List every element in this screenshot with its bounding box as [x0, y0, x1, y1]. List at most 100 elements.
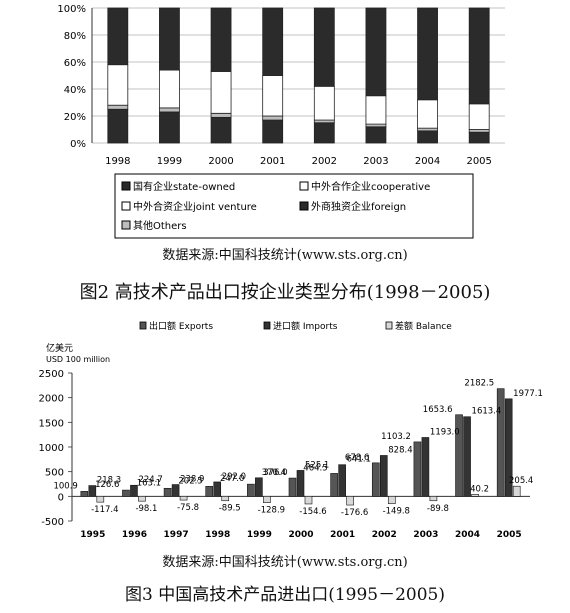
fig2-bar-segment	[262, 75, 284, 117]
fig2-legend: 国有企业state-owned 中外合作企业cooperative 中外合资企业jo…	[121, 180, 430, 232]
fig3-data-label: 224.7	[138, 475, 162, 485]
fig3-data-label: 1193.0	[430, 427, 460, 437]
fig3-bar	[130, 484, 138, 497]
fig3-data-label: 376.0	[263, 468, 287, 478]
fig2-bar-segment	[365, 7, 387, 97]
fig2-x-label: 2003	[363, 156, 388, 167]
fig3-data-label: 678.6	[345, 453, 369, 463]
fig2-bar-segment	[313, 85, 335, 121]
fig3-bar	[371, 462, 380, 497]
fig3-source: 数据来源:中国科技统计(www.sts.org.cn)	[162, 555, 408, 570]
fig3-x-label: 1995	[80, 530, 105, 540]
fig2-bar-segment	[210, 7, 232, 72]
fig3-data-label: -98.1	[135, 504, 157, 514]
fig2-legend-swatch	[121, 220, 131, 230]
fig2-bar-segment	[159, 7, 180, 71]
fig3-data-label: 40.2	[470, 484, 489, 494]
fig3-data-label: 525.1	[305, 460, 329, 470]
fig3-bar	[429, 496, 438, 502]
fig3-bar	[255, 477, 263, 497]
fig2-bar-segment	[107, 104, 129, 110]
fig2-legend-label: 中外合资企业joint venture	[133, 200, 257, 213]
fig3-data-label: -128.9	[258, 506, 285, 516]
fig3-bar	[122, 489, 130, 497]
fig3-bar	[80, 491, 89, 497]
fig3-x-label: 2002	[372, 530, 397, 540]
fig3-bar	[304, 496, 313, 505]
fig3-legend-swatch	[139, 321, 147, 330]
fig2-bar-segment	[468, 103, 490, 130]
fig2-x-label: 2004	[415, 156, 440, 167]
fig3-bar	[96, 496, 105, 503]
fig3-data-label: 1103.2	[381, 432, 411, 442]
fig3-data-label: 205.4	[509, 476, 533, 486]
fig2-bar-segment	[313, 7, 335, 87]
fig2-y-tick-label: 0%	[70, 139, 86, 150]
fig2-bar-segment	[210, 116, 232, 144]
fig3-bar	[88, 485, 97, 497]
fig3-x-label: 2000	[288, 530, 313, 540]
fig2-source: 数据来源:中国科技统计(www.sts.org.cn)	[162, 248, 408, 263]
fig2-bar-segment	[107, 64, 129, 106]
fig3-legend-label: 出口额 Exports	[149, 320, 213, 332]
fig3-bar	[455, 414, 463, 497]
fig2-bar-segment	[417, 99, 438, 129]
fig2-caption: 图2 高技术产品出口按企业类型分布(1998－2005)	[79, 282, 491, 303]
fig3-y-tick-label: 2500	[39, 369, 64, 380]
fig3-y-tick-label: 2000	[39, 394, 64, 405]
fig2-x-label: 1998	[105, 156, 130, 167]
fig3-data-label: 247.0	[220, 474, 244, 484]
fig3-x-label: 1997	[164, 530, 189, 540]
fig2-bar-segment	[107, 7, 129, 66]
fig3-data-label: 828.4	[388, 445, 412, 455]
fig3-data-label: -117.4	[91, 505, 118, 515]
fig3-data-labels: 100.9 218.3 -117.4 126.6 224.7 -98.1 163.1 238.…	[53, 379, 542, 518]
fig2-bar-segment	[313, 122, 335, 144]
fig3-y-tick-label: 1500	[39, 418, 64, 429]
fig2-x-label: 2002	[312, 156, 337, 167]
fig2-x-label: 1999	[157, 156, 182, 167]
fig3-data-label: -89.8	[427, 504, 449, 514]
fig2-bar-segment	[417, 127, 438, 132]
fig2-legend-label: 外商独资企业foreign	[311, 200, 406, 213]
fig3-legend-label: 差额 Balance	[395, 320, 452, 332]
fig3-legend-label: 进口额 Imports	[273, 320, 338, 332]
fig3-x-label: 2001	[330, 530, 355, 540]
fig2-y-tick-label: 80%	[64, 31, 86, 42]
fig2-bars	[107, 7, 490, 144]
fig2-bar-segment	[262, 115, 284, 121]
fig3-bar	[163, 487, 172, 497]
fig3-bar	[413, 441, 422, 497]
fig3-bar	[330, 473, 338, 497]
fig3-bar	[296, 470, 305, 497]
fig3-y-tick-label: 1000	[39, 443, 64, 454]
fig3-data-label: 370.4	[262, 468, 286, 478]
fig2-bar-segment	[417, 7, 438, 101]
fig3-data-label: 292.0	[222, 472, 246, 482]
fig3-data-label: -89.5	[219, 504, 241, 514]
fig2-legend-box	[114, 173, 474, 239]
fig2-bar-segment	[159, 111, 180, 144]
fig2-bar-segment	[159, 69, 180, 109]
fig3-bar	[387, 496, 396, 505]
fig3-bar	[205, 486, 214, 497]
fig3-x-label: 2005	[497, 530, 522, 540]
fig2-bar-segment	[468, 7, 490, 105]
fig3-y-tick-label: 0	[58, 492, 64, 503]
fig3-data-label: 100.9	[53, 481, 77, 491]
fig3-bar	[247, 483, 255, 497]
fig3-caption: 图3 中国高技术产品进出口(1995－2005)	[124, 585, 445, 605]
fig3-data-label: 163.1	[137, 478, 161, 488]
fig3-ylabel-en: USD 100 million	[46, 355, 110, 364]
fig2-legend-swatch	[299, 201, 309, 211]
fig2-legend-label: 国有企业state-owned	[133, 180, 235, 193]
fig2-chart: 0% 20% 40% 60% 80% 100% 1998 1999 2000 2001 2002 2…	[57, 4, 505, 239]
fig3-bar	[179, 496, 188, 501]
fig2-y-tick-label: 20%	[64, 112, 86, 123]
fig3-legend-swatch	[385, 321, 393, 330]
fig3-bar	[463, 416, 471, 497]
fig3-data-label: -75.8	[177, 503, 199, 513]
fig3-bar	[338, 464, 346, 497]
fig3-bar	[221, 496, 230, 502]
fig2-x-label: 2001	[260, 156, 285, 167]
